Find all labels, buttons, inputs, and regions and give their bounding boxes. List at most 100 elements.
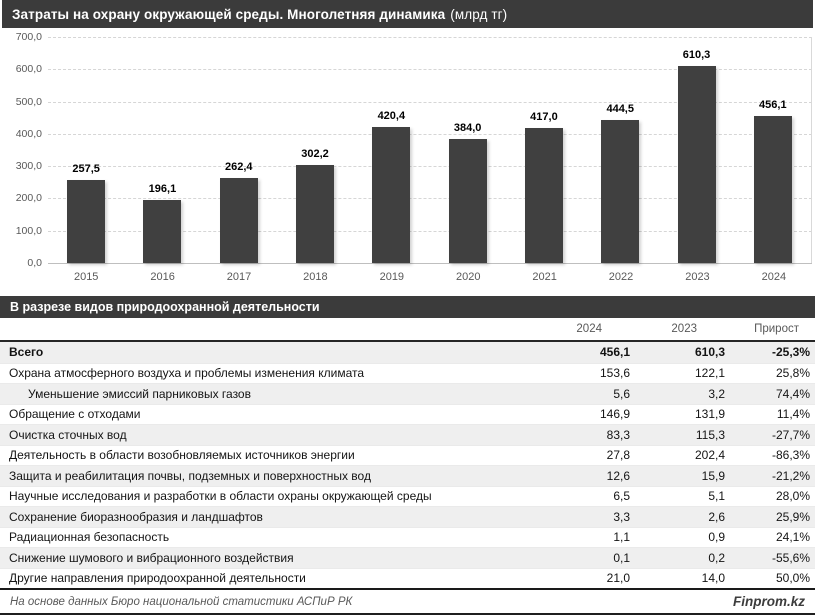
bar	[372, 127, 411, 263]
bar-column: 420,4	[353, 37, 429, 263]
x-tick-label: 2024	[761, 271, 787, 283]
y-tick-label: 400,0	[15, 127, 42, 140]
bar-value-label: 444,5	[606, 102, 634, 115]
activity-table: 2024 2023 Прирост Всего 456,1 610,3 -25,3% О…	[0, 318, 815, 590]
chart-title-bar: Затраты на охрану окружающей среды. Мног…	[2, 0, 813, 28]
row-growth: 74,4%	[775, 386, 810, 401]
bar-chart: 700,0 600,0 500,0 400,0 300,0 200,0 100,0 0,0 2…	[0, 28, 815, 292]
bar-column: 302,2	[277, 37, 353, 263]
table-row: Охрана атмосферного воздуха и проблемы и…	[0, 362, 815, 384]
x-tick-label: 2023	[685, 271, 710, 283]
row-growth: -86,3%	[771, 448, 810, 463]
table-section-title: В разрезе видов природоохранной деятельн…	[10, 300, 320, 314]
row-value-2023: 3,2	[708, 386, 725, 401]
bar-column: 444,5	[582, 37, 658, 263]
y-tick-label: 200,0	[15, 192, 42, 205]
bar-column: 196,1	[124, 37, 200, 263]
table-row: Снижение шумового и вибрационного воздей…	[0, 547, 815, 568]
gridline	[48, 166, 812, 168]
row-value-2023: 131,9	[694, 407, 725, 422]
row-value-2024: 0,1	[613, 550, 630, 565]
x-tick-label: 2018	[303, 271, 328, 283]
row-growth: 25,8%	[775, 366, 810, 381]
table-row: Другие направления природоохранной деяте…	[0, 567, 815, 589]
gridline	[48, 69, 812, 71]
row-activity-name: Снижение шумового и вибрационного воздей…	[9, 550, 294, 565]
x-tick-label: 2022	[608, 271, 634, 283]
table-row: Обращение с отходами 146,9 131,9 11,4%	[0, 403, 815, 425]
row-activity-name: Уменьшение эмиссий парниковых газов	[28, 386, 251, 401]
data-source-note: На основе данных Бюро национальной стати…	[10, 595, 353, 608]
y-tick-label: 0,0	[27, 257, 42, 269]
table-row: Деятельность в области возобновляемых ис…	[0, 444, 815, 466]
row-value-2024: 6,5	[613, 489, 630, 504]
y-tick-label: 500,0	[15, 95, 42, 108]
row-value-2023: 202,4	[694, 448, 725, 463]
gridline	[48, 101, 812, 103]
row-value-2024: 153,6	[599, 366, 630, 381]
x-tick-label: 2020	[455, 271, 481, 283]
row-activity-name: Сохранение биоразнообразия и ландшафтов	[9, 509, 263, 524]
table-row: Научные исследования и разработки в обла…	[0, 485, 815, 507]
x-tick-label: 2017	[226, 271, 252, 283]
row-value-2024: 5,6	[613, 386, 630, 401]
bar-column: 417,0	[506, 37, 582, 263]
row-growth: 28,0%	[775, 489, 810, 504]
row-activity-name: Обращение с отходами	[9, 407, 141, 422]
row-activity-name: Радиационная безопасность	[9, 530, 170, 545]
row-activity-name: Очистка сточных вод	[9, 427, 127, 442]
table-header-2024: 2024	[576, 323, 602, 335]
row-value-2023: 0,2	[708, 550, 725, 565]
gridline	[48, 37, 812, 38]
table-section-bar: В разрезе видов природоохранной деятельн…	[0, 296, 815, 318]
x-axis-labels: 2015 2016 2017 2018 2019 2020 2021 2022 2023 2024	[48, 271, 812, 283]
row-value-2023: 610,3	[694, 345, 725, 360]
bar-columns: 257,5 196,1 262,4 302,2 420,4 384,0 417,0 444,5…	[48, 37, 812, 263]
bar	[753, 115, 792, 263]
bar-value-label: 257,5	[72, 162, 100, 175]
bar	[143, 199, 182, 263]
bar-value-label: 262,4	[224, 161, 253, 174]
bar-value-label: 456,1	[759, 98, 787, 111]
bar-value-label: 417,0	[530, 111, 558, 124]
row-activity-name: Деятельность в области возобновляемых ис…	[9, 448, 355, 463]
footer: На основе данных Бюро национальной стати…	[0, 590, 815, 613]
table-row: Защита и реабилитация почвы, подземных и…	[0, 465, 815, 486]
row-value-2024: 1,1	[613, 530, 630, 545]
gridline	[48, 263, 812, 264]
row-growth: -55,6%	[771, 550, 810, 565]
row-value-2024: 146,9	[599, 407, 630, 422]
row-value-2024: 83,3	[606, 427, 630, 442]
row-value-2023: 14,0	[701, 571, 725, 586]
row-value-2023: 122,1	[694, 366, 725, 381]
row-value-2023: 2,6	[708, 509, 725, 524]
table-header-row: 2024 2023 Прирост	[0, 318, 815, 342]
gridline	[48, 198, 812, 200]
row-growth: -21,2%	[771, 468, 810, 483]
row-value-2023: 5,1	[708, 489, 725, 504]
y-tick-label: 600,0	[15, 63, 42, 76]
table-body: Всего 456,1 610,3 -25,3% Охрана атмосферного…	[0, 342, 815, 590]
bar	[677, 66, 716, 263]
row-value-2024: 456,1	[599, 345, 630, 360]
bar-column: 610,3	[658, 37, 734, 263]
bar	[448, 139, 487, 263]
row-value-2024: 3,3	[613, 509, 630, 524]
y-tick-label: 300,0	[15, 160, 42, 173]
row-growth: 50,0%	[775, 571, 810, 586]
table-row: Уменьшение эмиссий парниковых газов 5,6 3,…	[0, 383, 815, 404]
x-tick-label: 2021	[532, 271, 557, 283]
row-value-2023: 0,9	[708, 530, 725, 545]
table-row: Радиационная безопасность 1,1 0,9 24,1%	[0, 526, 815, 548]
bar-value-label: 384,0	[453, 122, 482, 134]
row-value-2024: 21,0	[606, 571, 630, 586]
bar-column: 456,1	[735, 37, 811, 263]
row-activity-name: Другие направления природоохранной деяте…	[9, 571, 306, 586]
y-tick-label: 100,0	[15, 224, 42, 237]
bar-value-label: 610,3	[682, 49, 711, 61]
x-tick-label: 2019	[379, 271, 405, 283]
chart-title-unit: (млрд тг)	[450, 6, 508, 22]
bar	[601, 119, 640, 263]
bar	[524, 128, 563, 263]
